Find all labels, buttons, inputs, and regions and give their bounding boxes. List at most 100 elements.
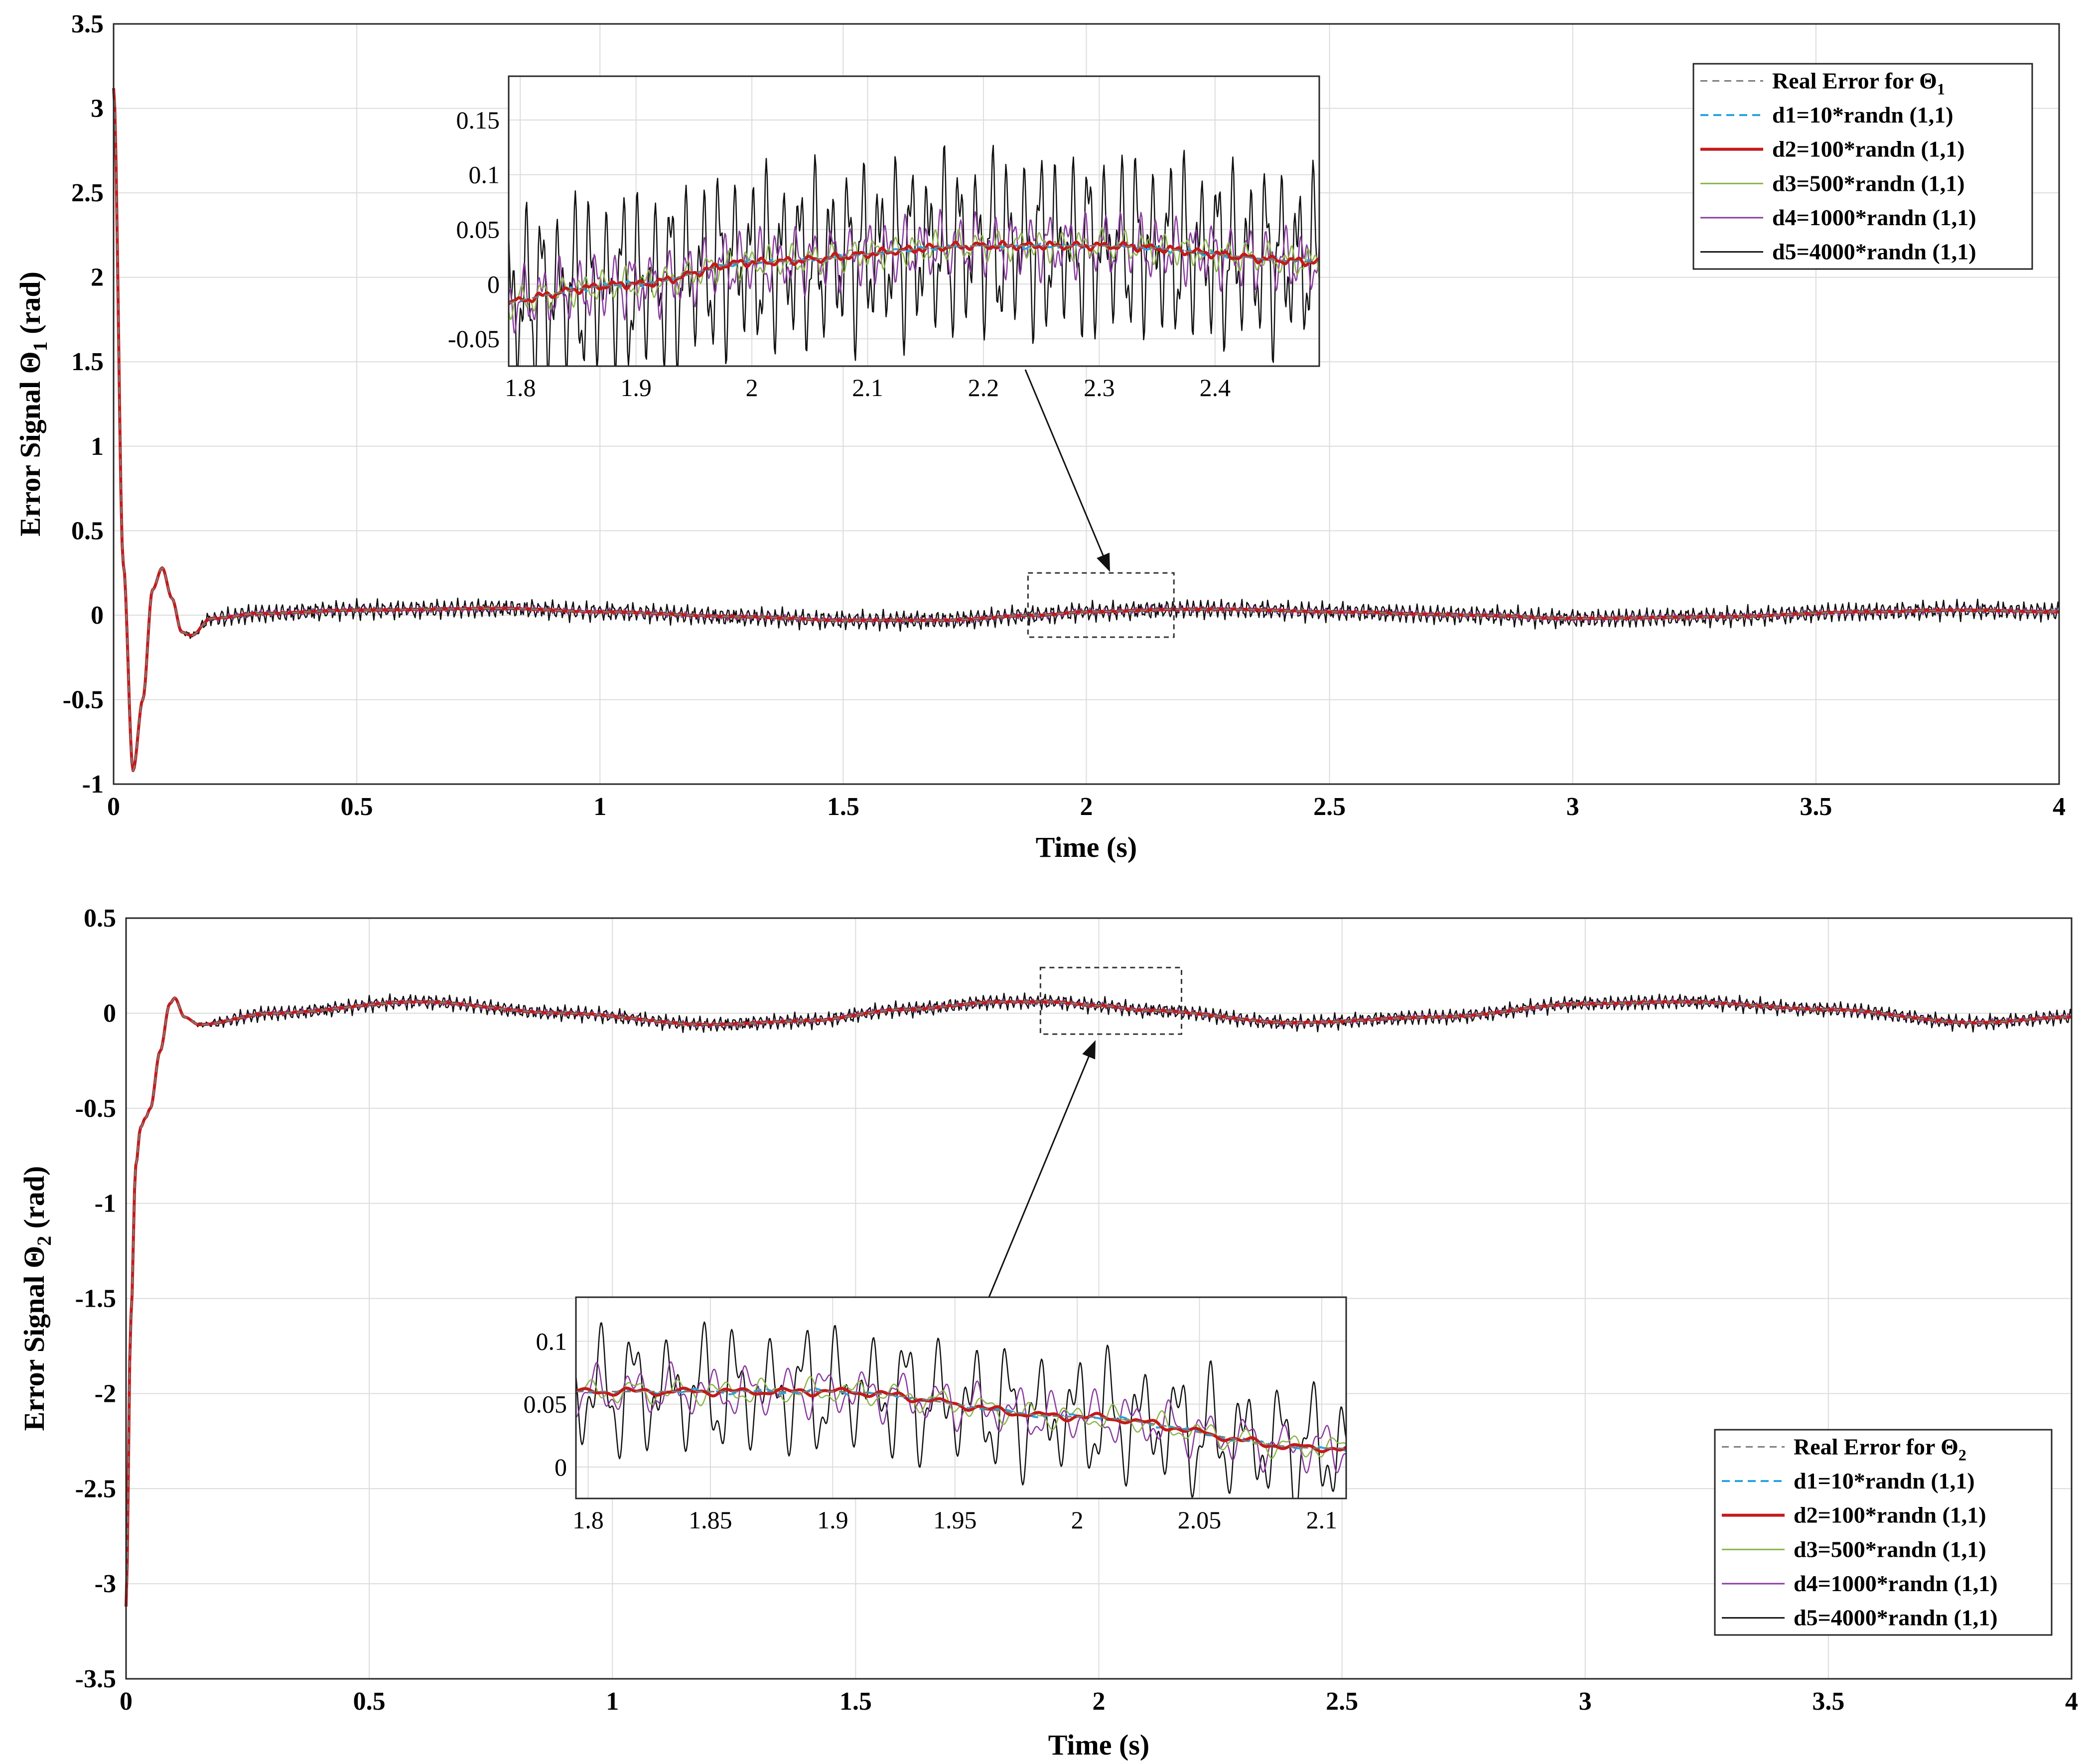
inset-x-tick-label: 1.8 [505,374,536,402]
x-tick-label: 0 [120,1687,133,1716]
series-line-real [113,88,2059,772]
theta2-error-chart: 0 0.5 1 1.5 2 2.5 3 3.5 4 -3.5 -3 -2.5 -2 -1.5 -1 -0.5 0… [18,904,2078,1761]
legend-label-d3: d3=500*randn (1,1) [1772,170,1965,196]
inset-x-tick-label: 2.2 [968,374,999,402]
x-tick-label: 3 [1579,1687,1592,1716]
y-tick-label: 2.5 [71,179,104,207]
legend-label-d5: d5=4000*randn (1,1) [1794,1605,1998,1630]
legend-label-main: d1=10*randn (1,1) [1772,102,1953,128]
y-tick-label: -1 [95,1190,116,1218]
legend-label-subscript: 1 [1937,80,1945,98]
legend-label-d3: d3=500*randn (1,1) [1794,1536,1986,1562]
series-line-real [125,997,2072,1607]
y-tick-label: -1.5 [75,1285,116,1313]
inset-y-tick-label: 0.05 [524,1390,567,1418]
theta1-error-chart: 0 0.5 1 1.5 2 2.5 3 3.5 4 -1 -0.5 0 0.5 1 1.5 2 2.5 3 3.5 T… [14,10,2066,863]
y-tick-label: -2.5 [75,1475,116,1503]
x-tick-label: 0.5 [353,1687,386,1716]
y-axis-title: Error Signal Θ2 (rad) [18,1166,55,1431]
x-tick-label: 3.5 [1800,793,1832,821]
legend-label-d2: d2=100*randn (1,1) [1794,1502,1986,1528]
legend-label-main: Real Error for Θ [1794,1434,1958,1459]
series-line-d5 [113,88,2060,772]
inset-x-tick-label: 2 [1071,1506,1084,1534]
inset-y-tick-label: 0.05 [456,215,500,243]
inset-y-tick-label: 0 [487,270,500,298]
legend-label-subscript: 2 [1958,1446,1966,1464]
legend-label-main: d4=1000*randn (1,1) [1772,205,1976,230]
inset-x-tick-label: 2.1 [1306,1506,1338,1534]
y-axis-title-subscript: 1 [29,341,51,351]
y-tick-label: -3.5 [75,1665,116,1693]
inset-series-line-d1 [509,242,1319,303]
legend-label-main: Real Error for Θ [1772,68,1937,93]
inset-x-tick-label: 1.85 [689,1506,732,1534]
y-axis-title: Error Signal Θ1 (rad) [14,271,51,537]
inset-x-tick-label: 2 [746,374,758,402]
legend-label-main: d3=500*randn (1,1) [1772,170,1965,196]
inset-series-line-d4 [576,1361,1346,1474]
inset-series-line-d5 [576,1321,1346,1498]
y-axis-title-prefix: Error Signal [18,1268,50,1431]
x-tick-label: 3 [1566,793,1579,821]
x-tick-label: 4 [2053,793,2066,821]
zoom-arrow [1024,369,1105,558]
inset-series-line-d3 [509,227,1319,320]
zoom-region-box [1039,966,1182,1035]
legend-label-real: Real Error for Θ2 [1794,1434,1966,1464]
inset-plot-area [576,1297,1346,1498]
y-tick-label: -0.5 [63,685,104,714]
y-tick-label: 0 [91,601,104,630]
legend-label-main: d4=1000*randn (1,1) [1794,1571,1998,1596]
y-tick-label: -3 [95,1570,116,1598]
zoom-arrow [988,1054,1091,1298]
x-tick-label: 0 [107,793,120,821]
x-tick-label: 0.5 [341,793,373,821]
x-axis-title: Time (s) [1048,1729,1150,1761]
inset-series-group [576,1321,1346,1498]
legend-label-d1: d1=10*randn (1,1) [1772,102,1953,128]
inset-x-tick-label: 1.8 [572,1506,604,1534]
inset-series-line-d4 [509,209,1319,334]
inset-series-line-d2 [576,1386,1346,1453]
y-tick-label: -1 [82,770,104,799]
legend: Real Error for Θ2 d1=10*randn (1,1) d2=100… [1714,1429,2053,1636]
inset-x-tick-label: 2.3 [1084,374,1115,402]
y-tick-label: 2 [91,264,104,292]
y-tick-label: -2 [95,1379,116,1408]
inset-series-group [509,144,1319,366]
legend-label-main: d2=100*randn (1,1) [1794,1502,1986,1528]
zoom-inset: 1.8 1.85 1.9 1.95 2 2.05 2.1 0 0.05 0.1 [524,1296,1347,1534]
inset-y-tick-label: 0 [555,1453,567,1481]
series-line-d5 [125,992,2073,1607]
legend-label-d4: d4=1000*randn (1,1) [1772,205,1976,230]
legend-label-main: d2=100*randn (1,1) [1772,136,1965,162]
y-tick-label: 1 [91,432,104,461]
y-axis-title-subscript: 2 [33,1236,55,1246]
y-tick-label: -0.5 [75,1094,116,1123]
legend: Real Error for Θ1 d1=10*randn (1,1) d2=100… [1692,63,2033,270]
inset-x-tick-label: 2.05 [1178,1506,1222,1534]
x-axis-title: Time (s) [1036,831,1137,863]
inset-x-tick-label: 2.4 [1200,374,1231,402]
legend-label-main: d5=4000*randn (1,1) [1772,239,1976,265]
x-tick-label: 4 [2065,1687,2078,1716]
inset-x-tick-label: 1.9 [817,1506,848,1534]
y-axis-title-symbol: Θ [14,351,46,374]
inset-series-line-real [509,245,1319,304]
y-tick-label: 3.5 [71,10,104,38]
x-tick-label: 1 [593,793,606,821]
legend-box [1714,1429,2053,1636]
x-tick-label: 2.5 [1313,793,1346,821]
inset-frame [508,75,1320,367]
zoom-arrow-head [1097,552,1110,572]
legend-box [1692,63,2033,270]
y-axis-title-suffix: (rad) [14,271,46,341]
legend-label-real: Real Error for Θ1 [1772,68,1945,98]
y-tick-label: 0.5 [71,517,104,545]
plot-frame [125,917,2073,1680]
x-tick-label: 1.5 [827,793,859,821]
zoom-arrow-head [1082,1040,1096,1060]
legend-label-main: d5=4000*randn (1,1) [1794,1605,1998,1630]
